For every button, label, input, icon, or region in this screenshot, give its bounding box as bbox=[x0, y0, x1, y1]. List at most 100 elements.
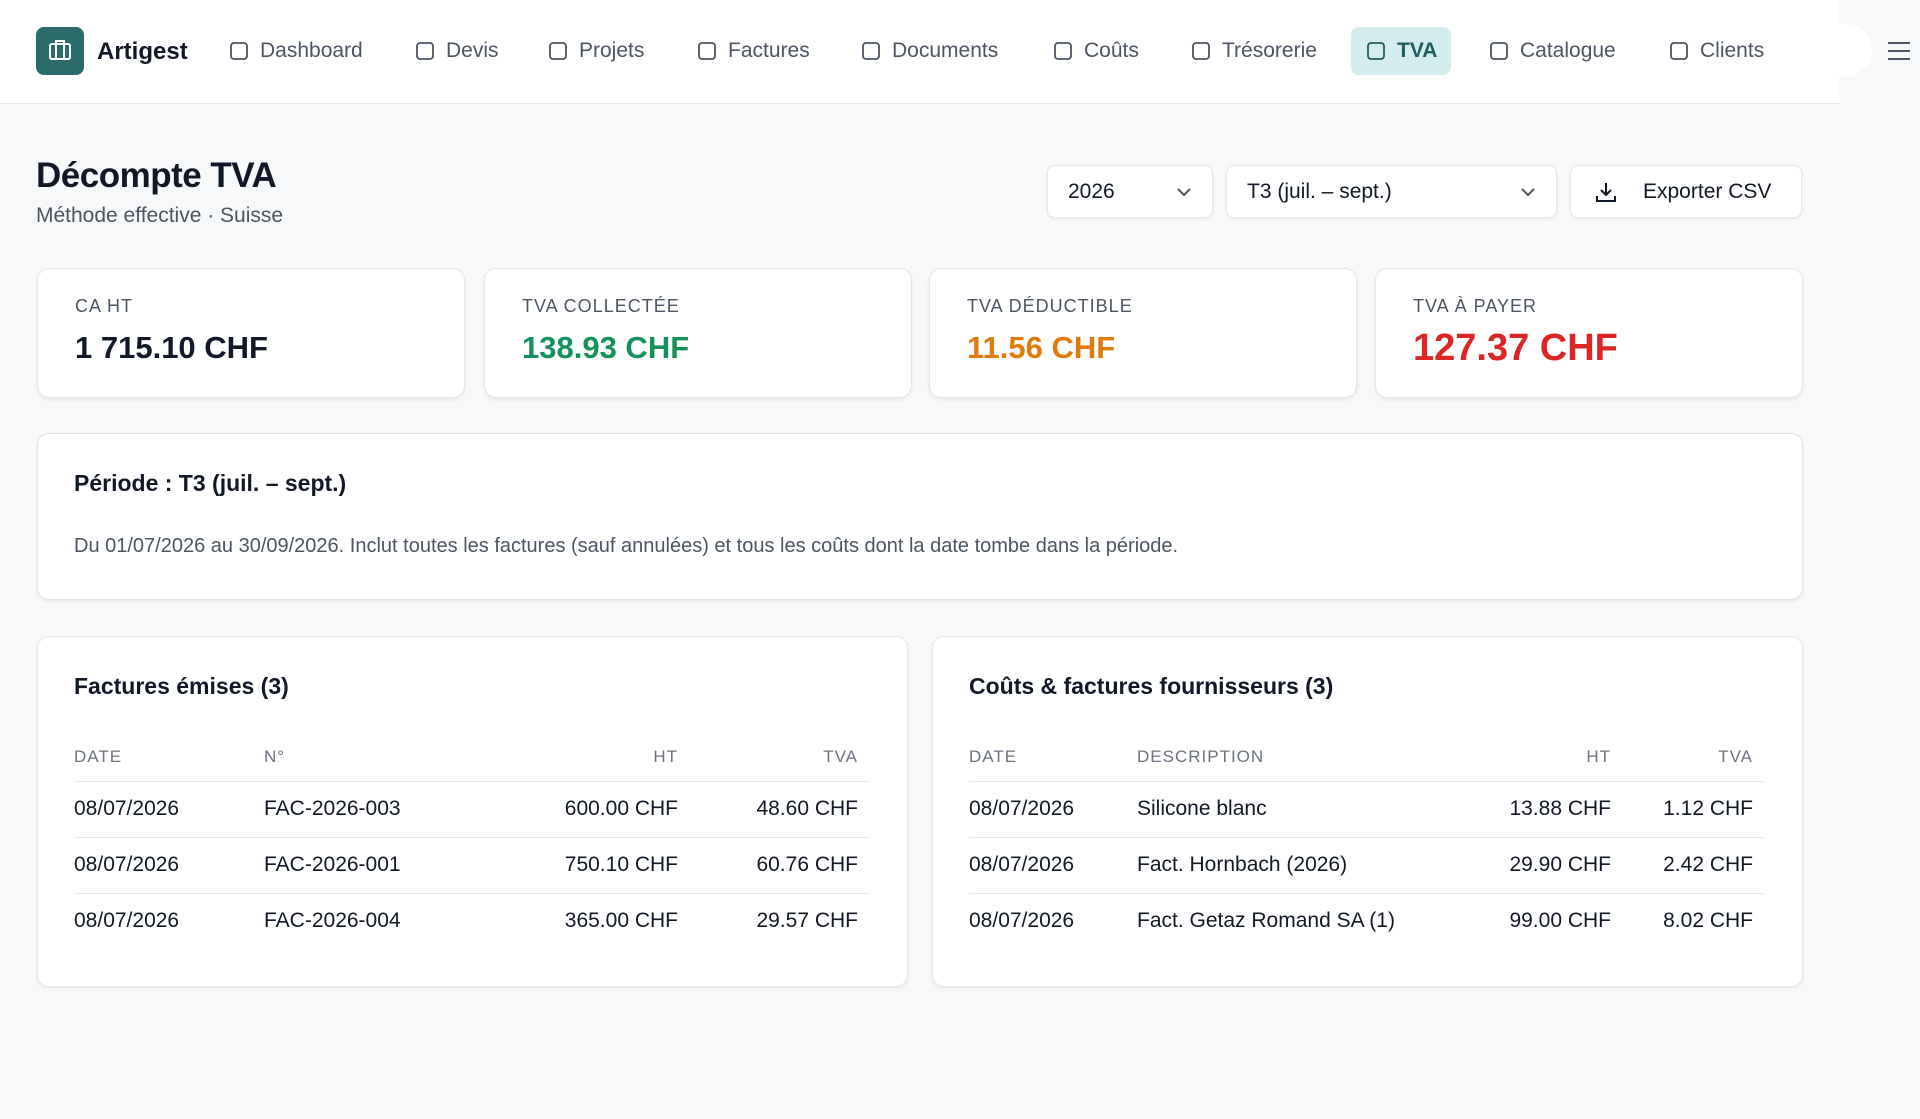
nav-label: Dashboard bbox=[260, 39, 363, 62]
table-card: Factures émises (3) DATE N° HT TVA 08/07/2026… bbox=[37, 636, 908, 987]
brand: Artigest bbox=[97, 38, 188, 65]
logo[interactable] bbox=[36, 27, 84, 75]
table-header: DATE bbox=[969, 747, 1018, 766]
logo-icon bbox=[49, 40, 71, 60]
nav-item[interactable]: Catalogue bbox=[1474, 27, 1630, 75]
table-cell: 29.57 CHF bbox=[756, 909, 858, 932]
row-divider bbox=[74, 893, 870, 894]
table-cell: 365.00 CHF bbox=[564, 909, 678, 932]
table-header: TVA bbox=[823, 747, 858, 766]
summary-label: TVA DÉDUCTIBLE bbox=[967, 296, 1133, 316]
summary-value: 1 715.10 CHF bbox=[75, 330, 268, 365]
table-cell: 29.90 CHF bbox=[1509, 853, 1611, 876]
table-cell: 08/07/2026 bbox=[74, 797, 180, 820]
year-value: 2026 bbox=[1068, 179, 1115, 203]
nav-item[interactable]: Trésorerie bbox=[1176, 27, 1331, 75]
period-text: Du 01/07/2026 au 30/09/2026. Inclut tout… bbox=[74, 535, 1179, 557]
table-cell: 750.10 CHF bbox=[564, 853, 678, 876]
table-cell: Silicone blanc bbox=[1137, 797, 1267, 820]
summary-card: CA HT 1 715.10 CHF bbox=[37, 268, 465, 398]
summary-value: 11.56 CHF bbox=[967, 330, 1116, 365]
nav-icon bbox=[549, 42, 567, 60]
chevron bbox=[1521, 187, 1535, 196]
nav-icon bbox=[1192, 42, 1210, 60]
nav-icon bbox=[230, 42, 248, 60]
table-card: Coûts & factures fournisseurs (3) DATE DES… bbox=[932, 636, 1803, 987]
row-divider bbox=[969, 837, 1765, 838]
table-title: Coûts & factures fournisseurs (3) bbox=[969, 673, 1334, 699]
table-cell: 08/07/2026 bbox=[969, 853, 1075, 876]
chevron bbox=[1177, 187, 1191, 196]
table-cell: 60.76 CHF bbox=[756, 853, 858, 876]
nav-item[interactable]: Dashboard bbox=[214, 27, 377, 75]
table-header: N° bbox=[264, 747, 286, 766]
row-divider bbox=[74, 837, 870, 838]
summary-card: TVA DÉDUCTIBLE 11.56 CHF bbox=[929, 268, 1357, 398]
row-divider bbox=[969, 781, 1765, 782]
table-cell: 600.00 CHF bbox=[564, 797, 678, 820]
period-select[interactable]: T3 (juil. – sept.) bbox=[1226, 165, 1557, 218]
table-cell: 48.60 CHF bbox=[756, 797, 858, 820]
page-subtitle: Méthode effective · Suisse bbox=[36, 204, 284, 227]
summary-label: CA HT bbox=[75, 296, 134, 316]
table-cell: 8.02 CHF bbox=[1663, 909, 1753, 932]
period-title: Période : T3 (juil. – sept.) bbox=[74, 470, 347, 496]
table-cell: 1.12 CHF bbox=[1663, 797, 1753, 820]
nav-icon bbox=[862, 42, 880, 60]
row-divider bbox=[74, 781, 870, 782]
table-cell: 13.88 CHF bbox=[1509, 797, 1611, 820]
year-select[interactable]: 2026 bbox=[1047, 165, 1213, 218]
nav-icon bbox=[1054, 42, 1072, 60]
nav-icon bbox=[698, 42, 716, 60]
table-cell: 99.00 CHF bbox=[1509, 909, 1611, 932]
nav-icon bbox=[1490, 42, 1508, 60]
export-label: Exporter CSV bbox=[1643, 179, 1772, 203]
download-icon bbox=[1596, 182, 1616, 202]
nav-icon bbox=[416, 42, 434, 60]
nav-label: Trésorerie bbox=[1222, 39, 1317, 62]
nav-item[interactable]: TVA bbox=[1351, 27, 1452, 75]
table-header: TVA bbox=[1718, 747, 1753, 766]
table-cell: FAC-2026-003 bbox=[264, 797, 401, 820]
summary-card: TVA À PAYER 127.37 CHF bbox=[1375, 268, 1803, 398]
table-cell: 08/07/2026 bbox=[969, 909, 1075, 932]
table-header: HT bbox=[1586, 747, 1611, 766]
table-cell: Fact. Getaz Romand SA (1) bbox=[1137, 909, 1395, 932]
table-cell: FAC-2026-004 bbox=[264, 909, 401, 932]
nav-label: Catalogue bbox=[1520, 39, 1616, 62]
export-button[interactable]: Exporter CSV bbox=[1570, 165, 1802, 218]
nav-item[interactable]: Projets bbox=[533, 27, 658, 75]
nav-item[interactable]: Devis bbox=[400, 27, 513, 75]
nav-item[interactable]: Clients bbox=[1654, 27, 1778, 75]
nav-label: Coûts bbox=[1084, 39, 1139, 62]
row-divider bbox=[969, 893, 1765, 894]
nav-item[interactable]: Coûts bbox=[1038, 27, 1153, 75]
avatar[interactable] bbox=[1820, 24, 1872, 76]
table-cell: 08/07/2026 bbox=[969, 797, 1075, 820]
table-title: Factures émises (3) bbox=[74, 673, 289, 699]
table-header: HT bbox=[653, 747, 678, 766]
table-header: DATE bbox=[74, 747, 123, 766]
page-title: Décompte TVA bbox=[36, 156, 277, 195]
nav-bar: Artigest Dashboard Devis Projets Factures Do… bbox=[0, 0, 1839, 104]
nav-label: Projets bbox=[579, 39, 645, 62]
nav-icon bbox=[1367, 42, 1385, 60]
nav-item[interactable]: Documents bbox=[846, 27, 1012, 75]
summary-value: 127.37 CHF bbox=[1413, 327, 1618, 369]
summary-label: TVA COLLECTÉE bbox=[522, 296, 680, 316]
summary-label: TVA À PAYER bbox=[1413, 296, 1538, 316]
summary-value: 138.93 CHF bbox=[522, 330, 690, 365]
menu-icon[interactable] bbox=[1886, 38, 1912, 64]
table-cell: 2.42 CHF bbox=[1663, 853, 1753, 876]
nav-icon bbox=[1670, 42, 1688, 60]
period-card: Période : T3 (juil. – sept.) Du 01/07/20… bbox=[37, 433, 1803, 600]
table-cell: FAC-2026-001 bbox=[264, 853, 401, 876]
summary-card: TVA COLLECTÉE 138.93 CHF bbox=[484, 268, 912, 398]
table-header: DESCRIPTION bbox=[1137, 747, 1265, 766]
table-cell: 08/07/2026 bbox=[74, 909, 180, 932]
nav-item[interactable]: Factures bbox=[682, 27, 824, 75]
nav-label: Documents bbox=[892, 39, 999, 62]
nav-label: Devis bbox=[446, 39, 499, 62]
nav-label: TVA bbox=[1397, 39, 1438, 62]
